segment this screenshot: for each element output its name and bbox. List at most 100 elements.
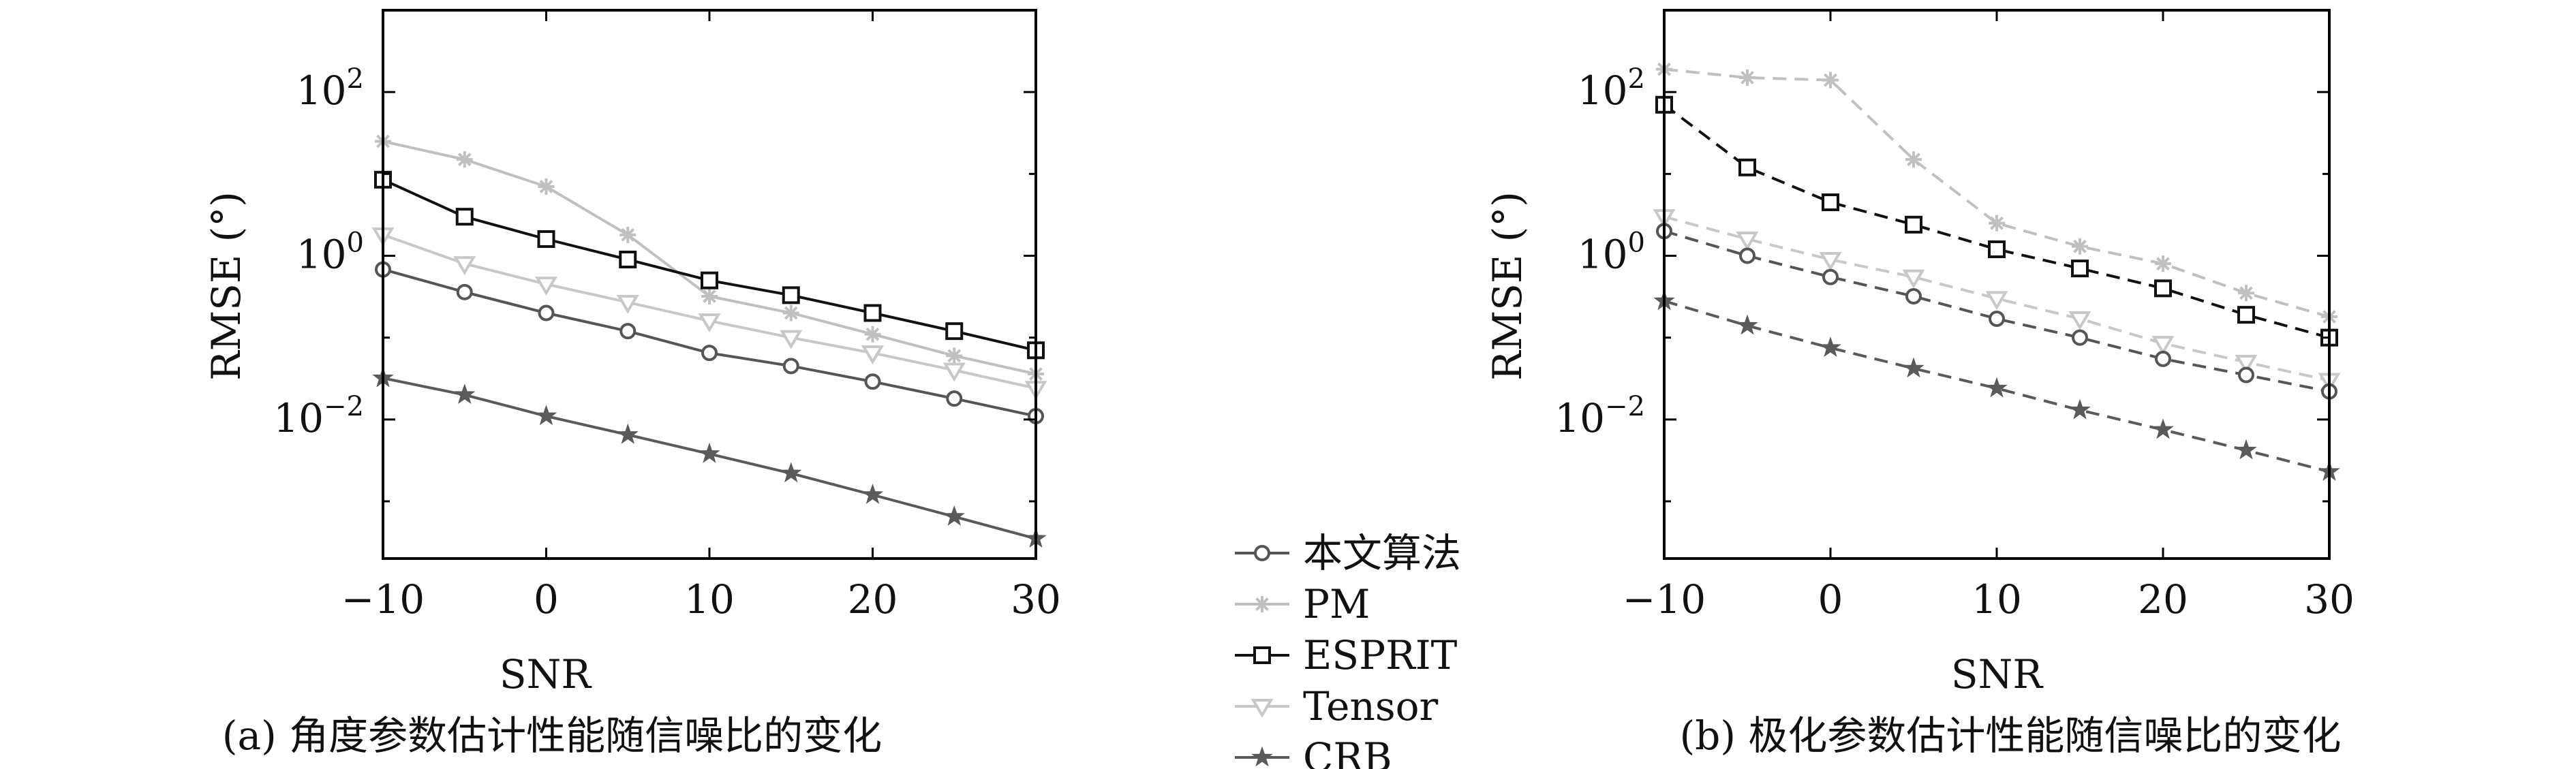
panel-b-esprit-point-3 (1905, 215, 1922, 234)
legend-label-crb: CRB (1303, 734, 1392, 769)
panel-a-series-tensor (371, 227, 1047, 401)
legend-label-esprit: ESPRIT (1303, 632, 1458, 678)
panel-b-tensor-point-5 (2068, 311, 2091, 330)
panel-b-pm-point-1 (1739, 69, 1755, 87)
legend-marker-pm (1254, 596, 1270, 612)
panel-b-proposed-point-1 (1739, 247, 1755, 264)
panel-a-pm-point-6 (864, 326, 881, 343)
panel-b-esprit-point-4 (1988, 240, 2006, 258)
panel-a-esprit-point-5 (782, 286, 800, 304)
panel-b-xtick-label-3: 20 (2138, 576, 2188, 623)
panel-b-pm-line (1663, 67, 2330, 318)
panel-b-pm-point-7 (2238, 285, 2254, 302)
panel-a-tensor-point-4 (698, 313, 721, 333)
panel-b-tensor-point-4 (1985, 291, 2008, 311)
panel-b-xtick-label-0: −10 (1623, 576, 1706, 623)
panel-a-caption: (a) 角度参数估计性能随信噪比的变化 (222, 712, 882, 759)
panel-b-ylabel: RMSE (°) (1484, 191, 1531, 381)
panel-a-pm-line (382, 140, 1037, 375)
panel-b-proposed-point-2 (1822, 268, 1839, 285)
panel-a-tensor-point-6 (861, 345, 885, 365)
legend: 本文算法 PM ESPRIT Tensor CRB (1235, 530, 1461, 769)
panel-b-proposed-point-5 (2072, 329, 2088, 346)
panel-b-xlabel: SNR (1951, 651, 2044, 697)
panel-b-ytick-label-0: 102 (1578, 63, 1645, 114)
panel-a-crb-point-2 (535, 405, 557, 426)
panel-b: (b) 极化参数估计性能随信噪比的变化 SNR RMSE (°) −10 0 10 2… (1484, 9, 2355, 759)
panel-a-ylabel: RMSE (°) (203, 191, 249, 381)
panel-a-proposed-point-7 (946, 390, 963, 407)
panel-a-crb-point-4 (699, 442, 720, 463)
panel-a-tensor-line (382, 233, 1037, 390)
panel-b-pm-point-3 (1905, 151, 1922, 168)
panel-a-crb-point-6 (861, 483, 884, 504)
panel-a-crb-line (382, 377, 1037, 540)
panel-b-crb-point-2 (1820, 336, 1841, 358)
panel-b-esprit-point-5 (2071, 260, 2089, 278)
panel-b-caption: (b) 极化参数估计性能随信噪比的变化 (1680, 712, 2342, 759)
panel-b-crb-point-3 (1903, 357, 1925, 378)
legend-label-tensor: Tensor (1303, 683, 1439, 729)
panel-b-crb-point-7 (2235, 439, 2257, 460)
panel-b-tensor-point-3 (1902, 269, 1925, 289)
panel-b-esprit-point-6 (2154, 279, 2172, 298)
panel-b-esprit-point-1 (1738, 158, 1756, 176)
panel-a-pm-point-4 (701, 287, 718, 304)
panel-a-xlabel: SNR (500, 651, 592, 697)
panel-b-ytick-label-1: 100 (1578, 227, 1645, 278)
panel-a-proposed-point-6 (864, 373, 881, 390)
legend-marker-crb (1251, 746, 1273, 767)
panel-b-xtick-label-4: 30 (2304, 576, 2355, 623)
panel-b-proposed-point-6 (2155, 350, 2171, 367)
legend-marker-tensor (1251, 699, 1274, 718)
panel-b-crb-point-4 (1986, 377, 2008, 398)
panel-b-xtick-label-1: 0 (1818, 576, 1843, 623)
panel-a-esprit-point-6 (863, 304, 882, 322)
legend-label-pm: PM (1303, 581, 1370, 627)
panel-a-proposed-point-5 (782, 358, 799, 375)
panel-b-series-tensor (1653, 209, 2341, 392)
panel-a-ytick-label-0: 102 (296, 63, 364, 114)
legend-marker-proposed (1254, 545, 1270, 561)
panel-b-crb-point-1 (1736, 314, 1758, 335)
panel-a-esprit-point-7 (945, 322, 964, 341)
panel-a-pm-point-5 (782, 304, 799, 321)
panel-b-tensor-point-2 (1819, 252, 1842, 271)
panel-b-pm-point-6 (2155, 255, 2171, 272)
panel-b-esprit-line (1663, 104, 2330, 339)
panel-a-crb-point-3 (617, 423, 639, 444)
panel-b-proposed-line (1663, 230, 2330, 393)
panel-a-esprit-point-3 (619, 251, 637, 269)
panel-a-proposed-point-1 (456, 283, 473, 300)
panel-b-series-pm (1656, 61, 2337, 325)
panel-b-series-esprit (1655, 95, 2338, 347)
panel-a-ytick-label-1: 100 (296, 227, 364, 278)
panel-b-crb-line (1663, 299, 2330, 473)
panel-a-crb-point-1 (454, 383, 476, 405)
panel-a-proposed-point-4 (701, 345, 718, 362)
panel-a-esprit-point-4 (701, 271, 718, 289)
panel-b-pm-point-4 (1989, 215, 2005, 232)
panel-b-proposed-point-4 (1989, 310, 2005, 327)
panel-a-xtick-label-4: 30 (1011, 576, 1061, 623)
panel-a-pm-point-2 (538, 178, 555, 195)
panel-a-tensor-point-2 (534, 277, 558, 296)
panel-b-pm-point-5 (2072, 238, 2088, 255)
panel-a-series-crb (372, 366, 1047, 548)
panel-a-proposed-point-3 (619, 323, 637, 340)
panel-b-esprit-point-7 (2237, 306, 2255, 324)
panel-a-ytick-label-2: 10−2 (273, 391, 364, 441)
panel-a-tensor-point-1 (453, 256, 476, 276)
legend-item-esprit: ESPRIT (1235, 632, 1458, 678)
legend-item-crb: CRB (1235, 734, 1392, 769)
panel-a-crb-point-5 (780, 462, 802, 483)
panel-b-tensor-point-6 (2151, 336, 2175, 356)
panel-a-xtick-label-0: −10 (341, 576, 425, 623)
panel-a: (a) 角度参数估计性能随信噪比的变化 SNR RMSE (°) −10 0 10 2… (203, 9, 1061, 759)
panel-a-tensor-point-5 (780, 330, 803, 349)
panel-a-xtick-label-2: 10 (684, 576, 735, 623)
panel-b-crb-point-6 (2152, 418, 2174, 439)
legend-item-pm: PM (1235, 581, 1370, 627)
panel-b-pm-point-2 (1822, 72, 1839, 89)
panel-a-crb-point-7 (943, 505, 965, 526)
